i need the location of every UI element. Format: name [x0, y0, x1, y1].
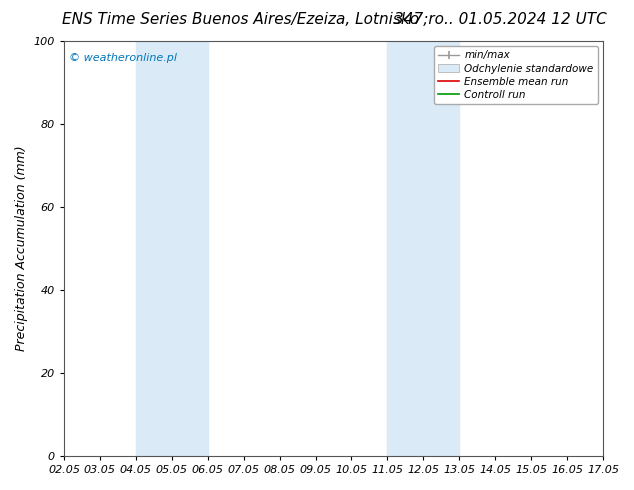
Text: 347;ro.. 01.05.2024 12 UTC: 347;ro.. 01.05.2024 12 UTC [394, 12, 607, 27]
Bar [136, 41, 208, 456]
Y-axis label: Precipitation Accumulation (mm): Precipitation Accumulation (mm) [15, 146, 28, 351]
Text: © weatheronline.pl: © weatheronline.pl [69, 53, 178, 64]
Bar [387, 41, 459, 456]
Legend: min/max, Odchylenie standardowe, Ensemble mean run, Controll run: min/max, Odchylenie standardowe, Ensembl… [434, 46, 598, 104]
Text: ENS Time Series Buenos Aires/Ezeiza, Lotnisko: ENS Time Series Buenos Aires/Ezeiza, Lot… [62, 12, 420, 27]
